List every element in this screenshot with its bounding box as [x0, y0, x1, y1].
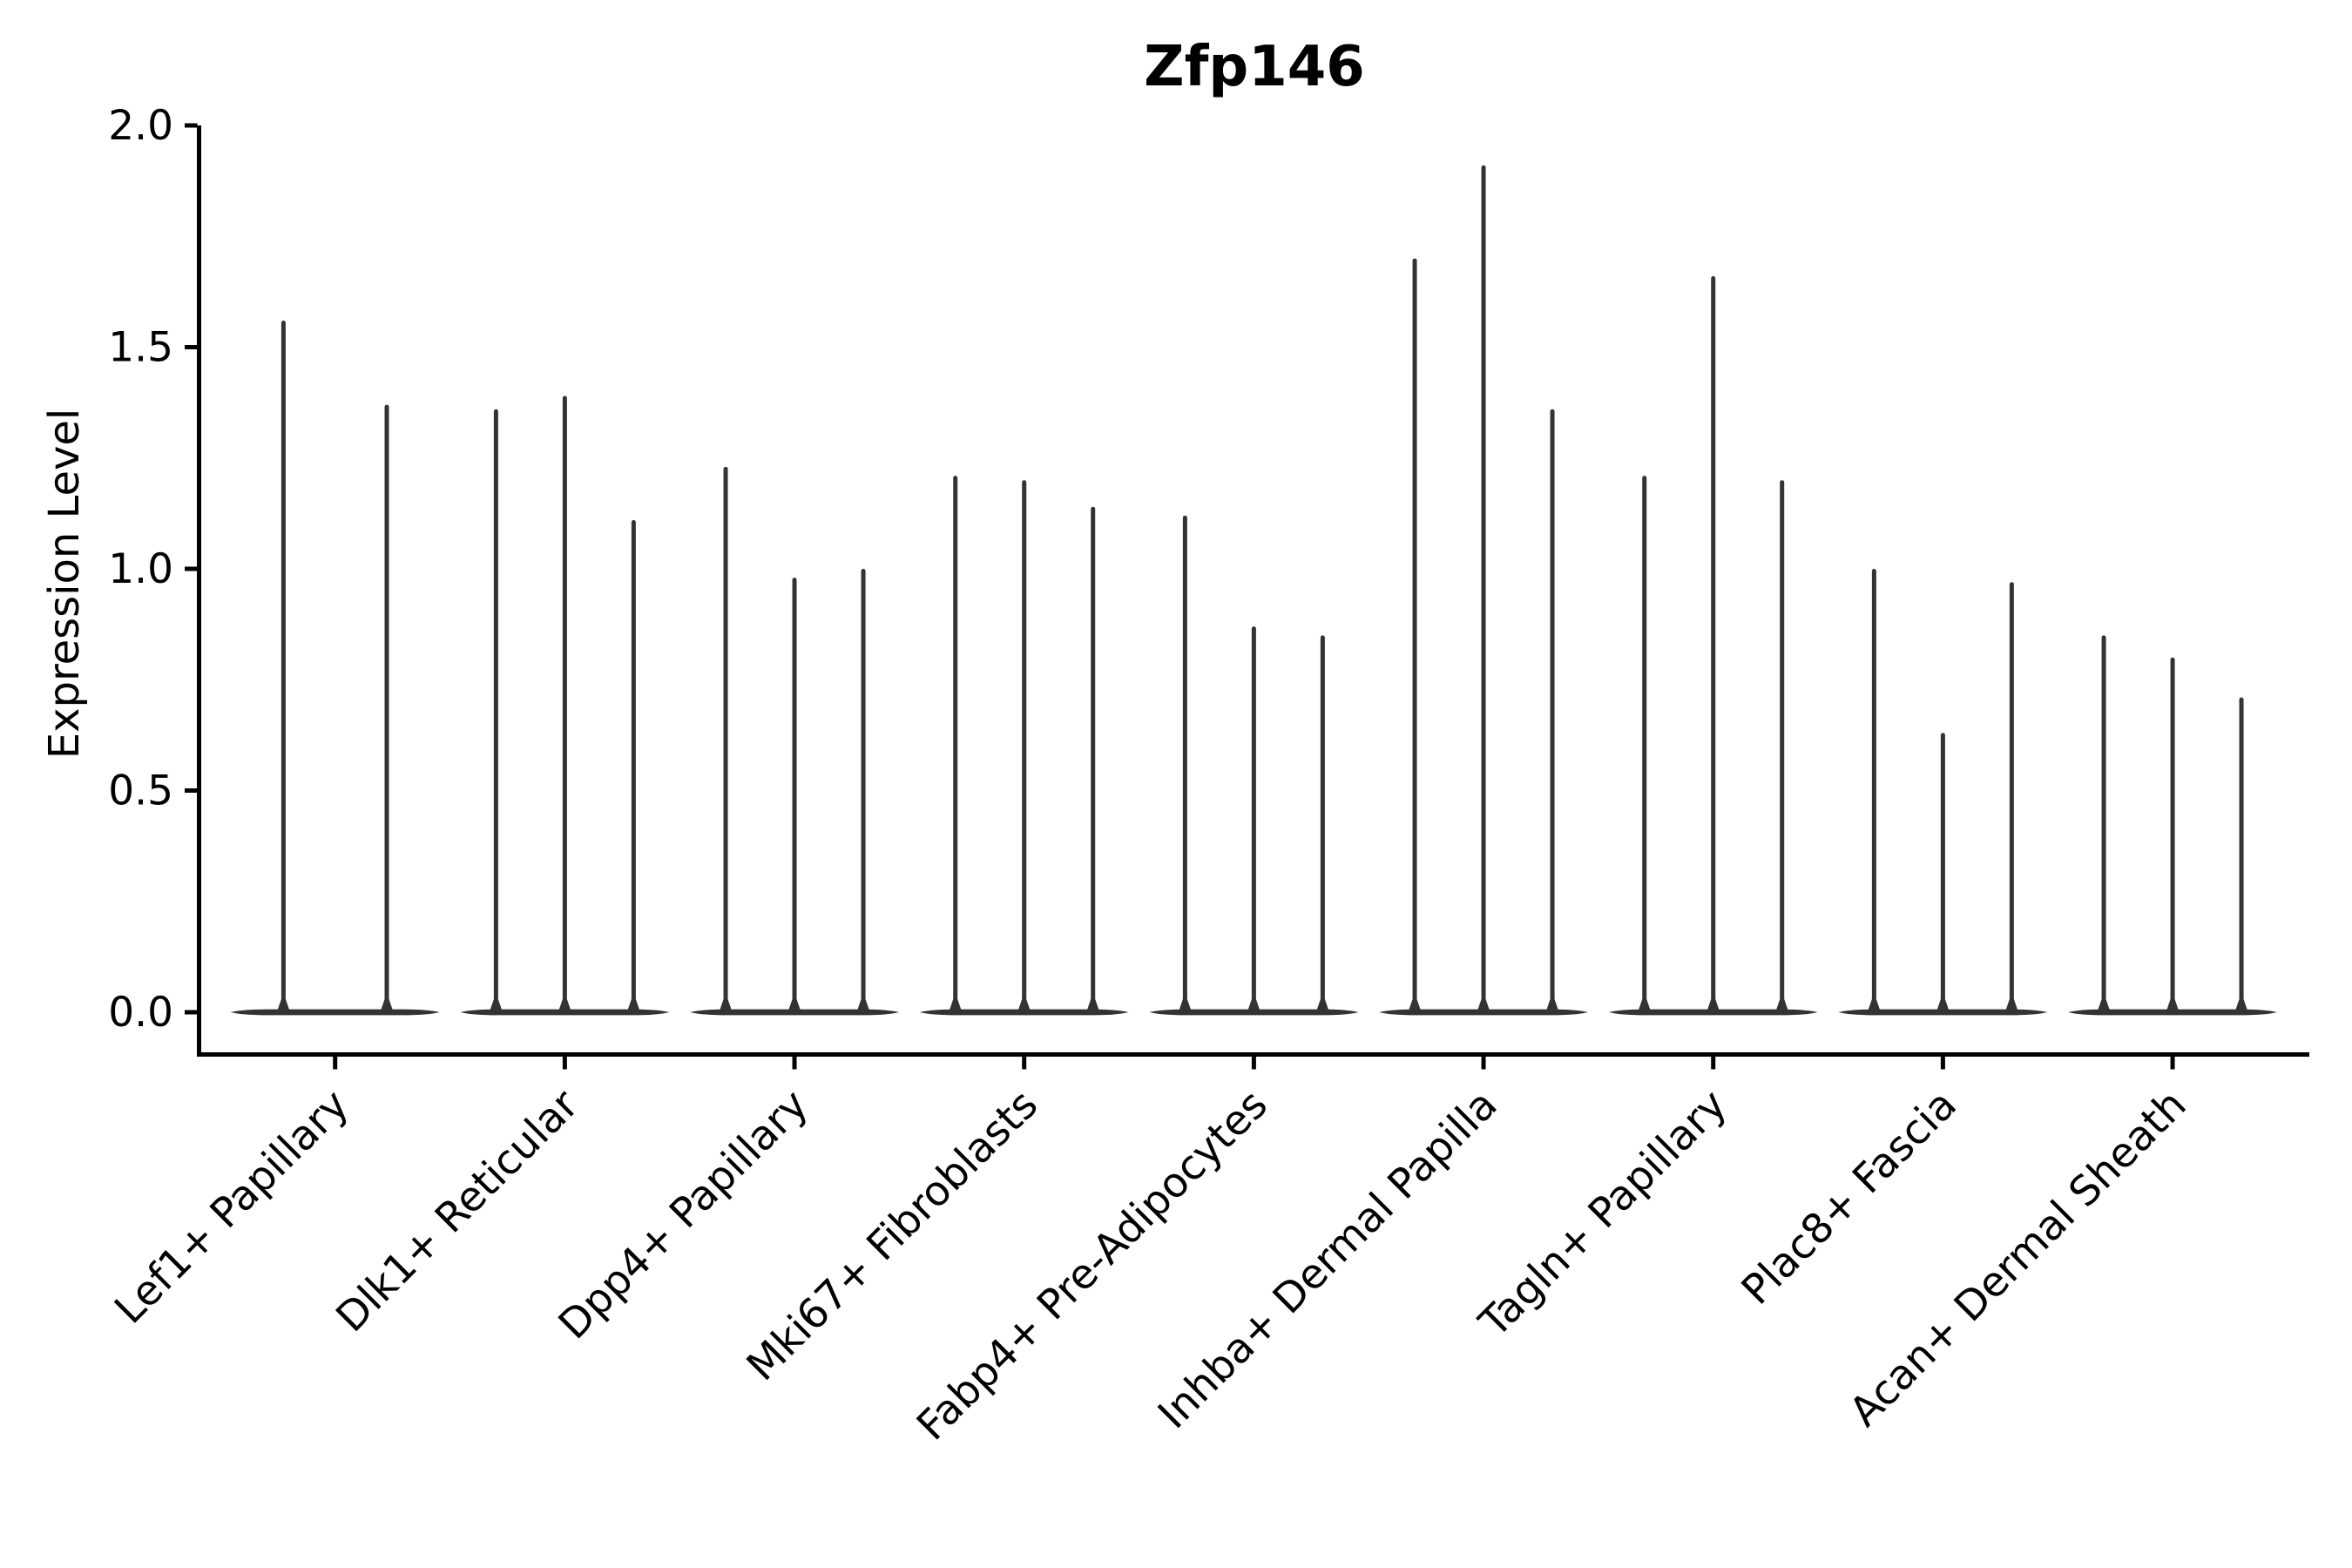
violin-spike-base — [2004, 999, 2019, 1013]
violin-spike-base — [1706, 999, 1720, 1013]
violin-group — [230, 320, 440, 1016]
violin-spike-base — [558, 999, 572, 1013]
violin-spike-base — [626, 999, 641, 1013]
violin-spike-base — [2097, 999, 2112, 1013]
violin-spike-base — [1774, 999, 1789, 1013]
violin-group — [1149, 515, 1359, 1016]
violin-group — [1608, 276, 1818, 1016]
violin-spike-base — [1178, 999, 1193, 1013]
x-tick-label: Lef1+ Papillary — [105, 1081, 358, 1334]
violin-spike-base — [1936, 999, 1950, 1013]
violin-body — [230, 1009, 440, 1016]
violin-spike-base — [380, 999, 394, 1013]
violin-group — [1379, 165, 1589, 1016]
y-tick-label: 0.0 — [108, 989, 173, 1037]
violin-group — [690, 466, 900, 1016]
violin-spike-base — [1315, 999, 1330, 1013]
y-tick-label: 1.0 — [108, 545, 173, 593]
violin-spike-base — [2166, 999, 2180, 1013]
violin-group — [1838, 569, 2048, 1016]
violin-spike-base — [1085, 999, 1100, 1013]
violin-spike-base — [2234, 999, 2249, 1013]
violin-spike-base — [948, 999, 963, 1013]
violin-spike-base — [1545, 999, 1560, 1013]
violin-spike-base — [856, 999, 871, 1013]
y-axis-label: Expression Level — [40, 409, 89, 760]
violin-spike-base — [1477, 999, 1491, 1013]
x-tick-label: Dlk1+ Reticular — [327, 1080, 588, 1342]
violin-spike-base — [1637, 999, 1652, 1013]
violin-spike-base — [787, 999, 802, 1013]
violin-spike-base — [1408, 999, 1423, 1013]
violin-spike-base — [1247, 999, 1261, 1013]
violin-spike-base — [719, 999, 733, 1013]
violin-spike-base — [1867, 999, 1882, 1013]
x-tick-label: Tagln+ Papillary — [1470, 1081, 1736, 1348]
violin-spike-base — [489, 999, 504, 1013]
x-tick-label: Dpp4+ Papillary — [550, 1081, 818, 1349]
y-tick-label: 1.5 — [108, 324, 173, 372]
violin-group — [460, 395, 670, 1016]
violin-group — [2068, 635, 2278, 1016]
violin-spike-base — [1017, 999, 1031, 1013]
y-tick-label: 2.0 — [108, 102, 173, 150]
y-tick-label: 0.5 — [108, 767, 173, 815]
chart-title: Zfp146 — [1144, 35, 1365, 99]
violin-spike-base — [276, 999, 291, 1013]
violin-group — [919, 476, 1129, 1016]
x-tick-label: Plac8+ Fascia — [1733, 1081, 1966, 1315]
